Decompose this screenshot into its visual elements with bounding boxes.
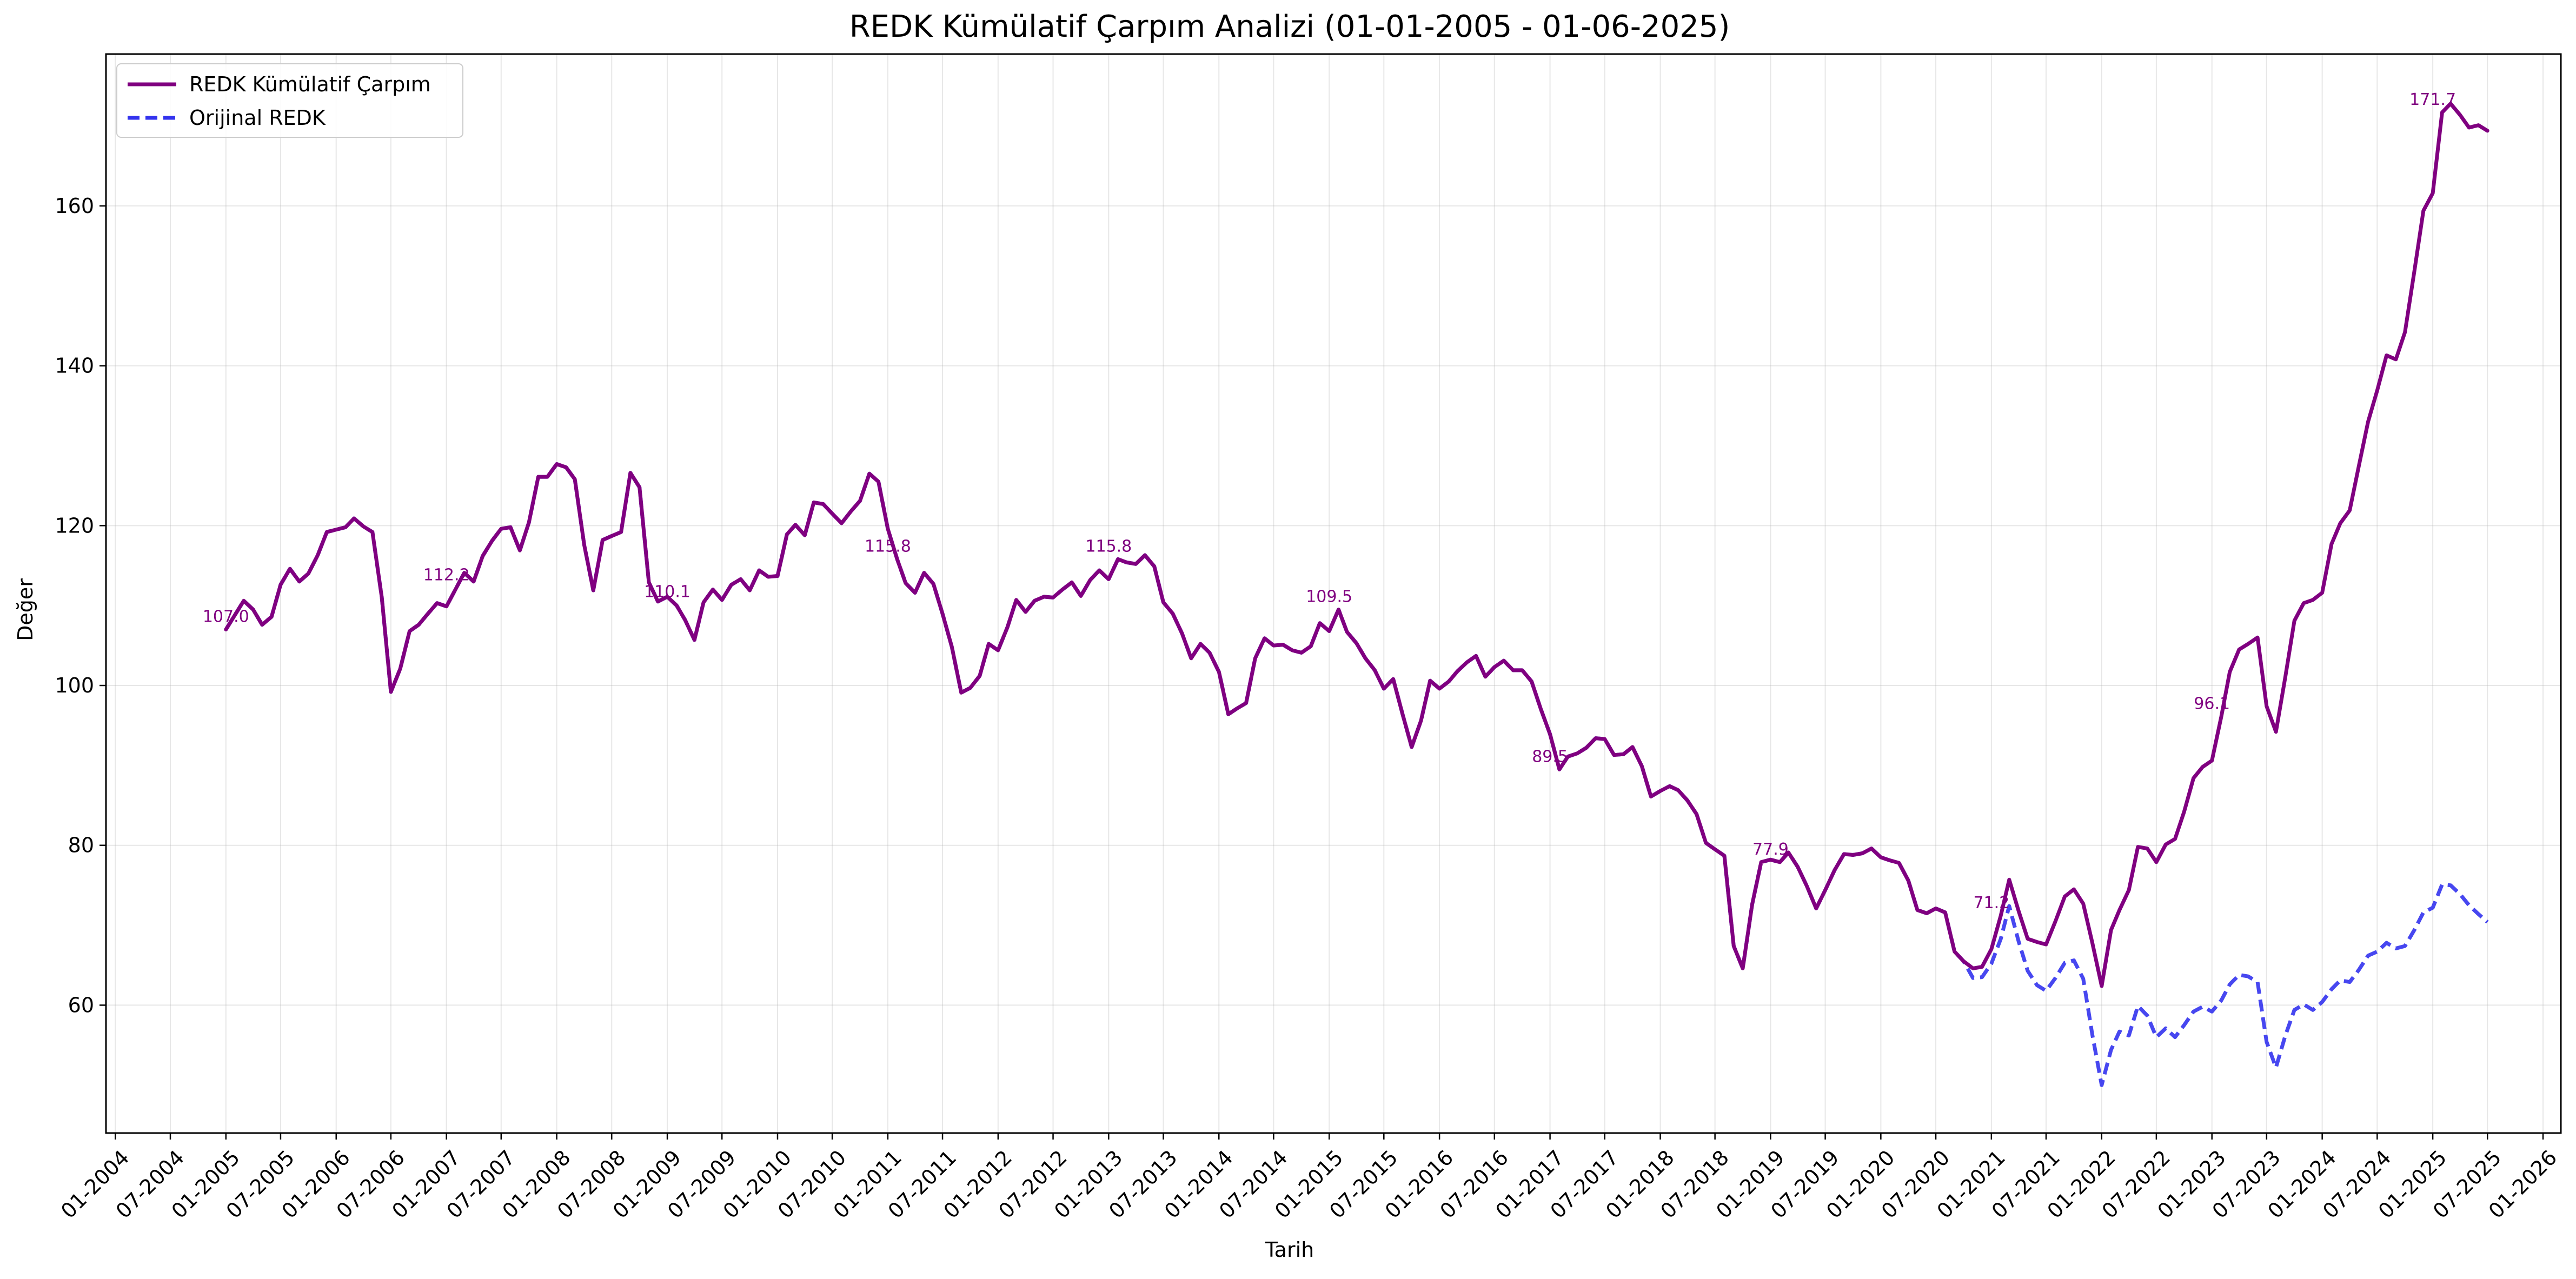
y-tick-label: 60 (68, 993, 94, 1017)
legend-label: REDK Kümülatif Çarpım (189, 72, 431, 96)
legend: REDK Kümülatif Çarpım Orijinal REDK (116, 63, 463, 138)
data-label: 89.5 (1532, 747, 1568, 766)
legend-label: Orijinal REDK (189, 106, 326, 130)
data-label: 77.9 (1752, 840, 1789, 859)
y-tick-label: 100 (55, 674, 94, 697)
data-label: 171.7 (2409, 90, 2456, 109)
series-lines (224, 102, 2489, 1087)
y-tick-label: 140 (55, 354, 94, 378)
y-tick-label: 160 (55, 194, 94, 218)
data-label: 96.1 (2194, 695, 2230, 714)
legend-box (116, 63, 463, 138)
data-label: 107.0 (203, 608, 249, 627)
grid-lines (106, 54, 2561, 1133)
data-label: 110.1 (644, 583, 691, 602)
data-label: 112.2 (423, 566, 470, 585)
x-axis-label: Tarih (1265, 1238, 1314, 1262)
data-label: 115.8 (1085, 537, 1132, 556)
y-tick-label: 120 (55, 514, 94, 537)
data-label: 115.8 (865, 537, 911, 556)
data-labels: 107.0 112.2 110.1 115.8 115.8 109.5 89.5 77.9 71… (203, 90, 2456, 912)
data-label: 71.2 (1973, 894, 2009, 912)
chart-title: REDK Kümülatif Çarpım Analizi (01-01-200… (849, 9, 1730, 44)
data-label: 109.5 (1306, 588, 1352, 607)
plot-area-frame (105, 53, 2562, 1134)
y-tick-label: 80 (68, 834, 94, 857)
series-line-cumulative (224, 102, 2489, 988)
y-axis-label: Değer (14, 578, 37, 641)
